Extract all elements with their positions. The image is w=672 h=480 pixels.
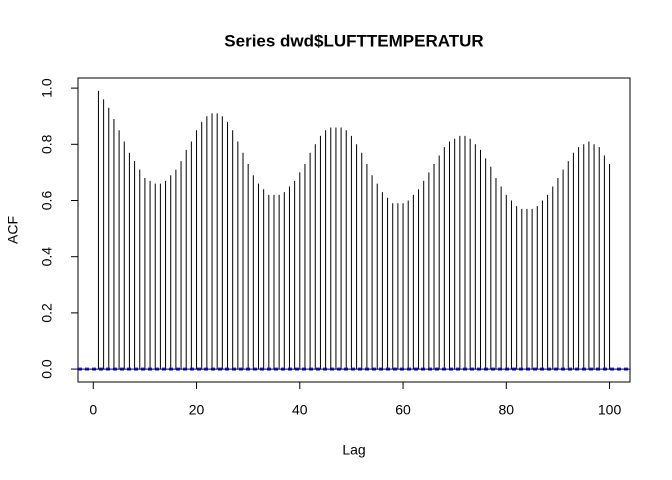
y-tick-label: 0.2 <box>39 303 55 323</box>
x-tick-label: 100 <box>598 402 622 418</box>
y-tick-label: 0.0 <box>39 359 55 379</box>
x-tick-label: 0 <box>89 402 97 418</box>
y-tick-label: 0.6 <box>39 191 55 211</box>
x-tick-label: 40 <box>292 402 308 418</box>
y-tick-label: 0.8 <box>39 134 55 154</box>
x-tick-label: 80 <box>499 402 515 418</box>
chart-title: Series dwd$LUFTTEMPERATUR <box>224 31 483 50</box>
x-axis-label: Lag <box>342 442 365 458</box>
x-tick-label: 20 <box>189 402 205 418</box>
x-tick-label: 60 <box>395 402 411 418</box>
y-tick-label: 0.4 <box>39 247 55 267</box>
y-axis-label: ACF <box>5 216 21 244</box>
y-tick-label: 1.0 <box>39 78 55 98</box>
plot-frame <box>77 77 631 383</box>
